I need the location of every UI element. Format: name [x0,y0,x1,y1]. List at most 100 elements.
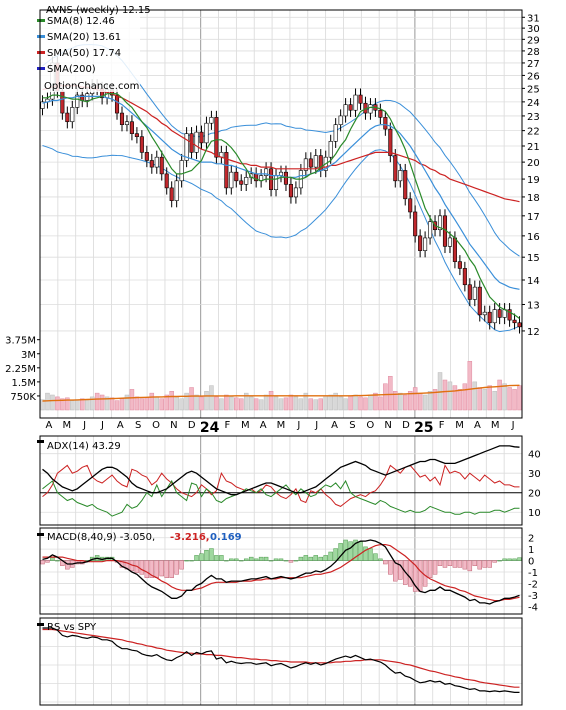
volume-bar [159,398,164,411]
x-tick-label: M [277,420,286,431]
volume-bar [427,391,433,411]
macd-histogram-bar [139,560,145,575]
x-tick-label: M [455,420,464,431]
price-candle [378,109,383,118]
volume-bar [293,396,299,411]
x-tick-label: D [188,420,196,431]
volume-bar [383,383,388,411]
volume-bar [253,398,259,411]
price-candle [423,237,428,251]
price-candle [229,171,234,189]
price-candle [343,104,348,117]
macd-histogram-bar [512,558,517,561]
price-candle [308,158,313,168]
macd-histogram-bar [383,560,388,565]
price-candle [234,171,239,182]
x-tick-label: N [170,420,177,431]
macd-histogram-bar [164,560,169,578]
macd-histogram-bar [273,558,279,561]
adx-tick-label: 20 [528,489,541,500]
macd-histogram-bar [358,541,363,561]
volume-bar [124,394,130,411]
price-candle [472,286,477,300]
x-tick-label: 24 [200,420,220,436]
adx-label: ADX(14) 43.29 [47,441,121,452]
macd-line [42,539,520,605]
macd-histogram-bar [194,555,199,561]
macd-histogram-bar [263,556,269,561]
macd-histogram-bar [40,560,45,565]
legend-background [36,2,140,92]
macd-histogram-bar [487,560,492,568]
macd-tick-label: -3 [528,591,538,602]
price-tick-label: 16 [527,232,540,243]
x-tick-label: F [439,420,445,431]
volume-average-line [42,384,520,402]
macd-histogram-bar [407,560,413,587]
volume-bar [70,400,75,411]
macd-histogram-bar [204,550,209,561]
macd-histogram-bar [313,555,319,561]
price-candle [169,187,174,201]
macd-histogram-bar [55,560,60,562]
macd-histogram-bar [517,557,522,561]
volume-bar [184,392,189,411]
volume-bar [229,396,234,411]
macd-histogram-bar [393,560,398,582]
volume-bar [268,391,274,411]
volume-bar [65,397,70,411]
macd-histogram-bar [412,560,418,592]
x-tick-label: J [511,420,515,431]
volume-bar [388,376,393,411]
price-candle [348,104,353,111]
macd-histogram-bar [467,560,473,572]
price-candle [447,237,452,247]
volume-bar [398,392,403,411]
macd-histogram-bar [447,560,453,566]
legend-swatch [37,67,45,70]
macd-histogram-bar [373,553,378,561]
price-tick-label: 31 [527,13,540,24]
macd-histogram-bar [338,543,343,561]
price-candle [114,94,120,114]
price-candle [179,160,184,182]
macd-histogram-bar [179,560,184,570]
price-tick-label: 20 [527,158,540,169]
price-candle [124,121,129,125]
price-tick-label: 27 [527,59,540,70]
volume-bar [89,396,95,411]
price-candle [194,131,199,153]
macd-histogram-bar [417,560,423,592]
price-candle [353,94,358,111]
macd-histogram-bar [308,556,314,561]
volume-bar [109,397,115,411]
macd-histogram-bar [248,556,254,561]
macd-histogram-bar [149,560,155,578]
price-candle [75,94,80,108]
price-candle [497,309,502,318]
volume-bar [512,389,517,411]
volume-bar [79,398,85,411]
volume-bar [169,391,174,411]
volume-bar [492,391,497,411]
price-candle [283,171,289,185]
price-candle [368,104,373,114]
volume-bar [154,396,160,411]
macd-histogram-bar [507,558,512,561]
volume-bar [412,387,418,411]
volume-bar [507,387,512,411]
volume-bar [467,361,473,411]
macd-histogram-bar [154,560,160,578]
volume-bar [60,398,65,411]
price-candle [393,155,398,182]
sma20-line [42,95,520,290]
macd-histogram-bar [328,551,333,561]
price-candle [457,261,462,269]
volume-bar [402,394,408,411]
volume-bar [84,399,90,411]
volume-bar [129,389,135,411]
macd-histogram-bar [224,560,229,562]
volume-bar [164,394,169,411]
